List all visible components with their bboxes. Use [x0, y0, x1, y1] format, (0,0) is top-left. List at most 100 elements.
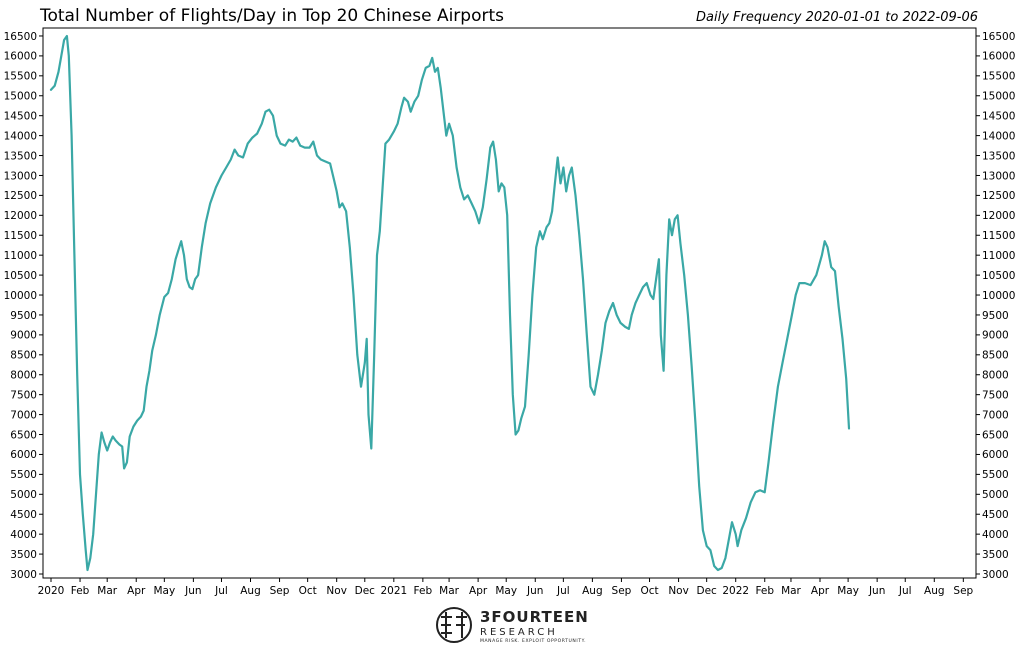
x-tick-label: 2020 — [38, 585, 65, 597]
y-tick-label-right: 9500 — [982, 310, 1009, 322]
logo-tagline: MANAGE RISK. EXPLOIT OPPORTUNITY. — [480, 638, 586, 644]
x-tick-label: Aug — [924, 585, 945, 597]
x-tick-label: Jul — [898, 585, 912, 597]
brand-logo: 3FOURTEEN RESEARCH MANAGE RISK. EXPLOIT … — [436, 607, 589, 644]
y-tick-label: 9500 — [10, 310, 37, 322]
x-tick-label: Apr — [469, 585, 488, 597]
y-tick-label-right: 5000 — [982, 489, 1009, 501]
y-tick-label-right: 4500 — [982, 509, 1009, 521]
y-tick-label: 4000 — [10, 529, 37, 541]
x-tick-label: Jul — [556, 585, 570, 597]
y-tick-label: 12000 — [4, 210, 37, 222]
y-tick-label: 7500 — [10, 389, 37, 401]
y-tick-label: 14000 — [4, 130, 37, 142]
x-tick-label: Sep — [953, 585, 973, 597]
y-tick-label: 15000 — [4, 91, 37, 103]
x-tick-label: Feb — [755, 585, 774, 597]
chart-subtitle: Daily Frequency 2020-01-01 to 2022-09-06 — [696, 10, 978, 25]
y-tick-label: 5500 — [10, 469, 37, 481]
y-tick-label: 14500 — [4, 110, 37, 122]
y-tick-label-right: 4000 — [982, 529, 1009, 541]
y-tick-label: 16000 — [4, 51, 37, 63]
x-axis: 2020 Feb Mar Apr May Jun Jul Aug Sep Oct Nov Dec 202… — [38, 578, 974, 597]
x-tick-label: Jul — [214, 585, 228, 597]
y-tick-label-right: 8000 — [982, 370, 1009, 382]
x-tick-label: Jun — [868, 585, 885, 597]
x-tick-label: Feb — [71, 585, 90, 597]
y-tick-label: 7000 — [10, 409, 37, 421]
series-line-0 — [49, 34, 851, 572]
y-tick-label-right: 15000 — [982, 91, 1015, 103]
x-tick-label: Aug — [582, 585, 603, 597]
y-tick-label-right: 6000 — [982, 449, 1009, 461]
y-tick-label: 11500 — [4, 230, 37, 242]
y-tick-label: 3500 — [10, 549, 37, 561]
y-tick-label-right: 3000 — [982, 569, 1009, 581]
x-tick-label: Feb — [414, 585, 433, 597]
x-tick-label: Dec — [697, 585, 718, 597]
y-tick-label: 8000 — [10, 370, 37, 382]
y-tick-label-right: 12500 — [982, 190, 1015, 202]
y-tick-label: 5000 — [10, 489, 37, 501]
x-tick-label: 2022 — [722, 585, 749, 597]
y-tick-label-right: 14000 — [982, 130, 1015, 142]
y-tick-label: 16500 — [4, 31, 37, 43]
y-tick-label-right: 5500 — [982, 469, 1009, 481]
x-tick-label: Oct — [640, 585, 658, 597]
x-tick-label: Oct — [299, 585, 317, 597]
y-tick-label: 10500 — [4, 270, 37, 282]
y-tick-label: 9000 — [10, 330, 37, 342]
x-tick-label: May — [495, 585, 517, 597]
y-tick-label-right: 10500 — [982, 270, 1015, 282]
x-tick-label: Sep — [270, 585, 290, 597]
logo-emblem-icon — [436, 607, 472, 643]
y-tick-label-right: 16500 — [982, 31, 1015, 43]
x-tick-label: Nov — [668, 585, 689, 597]
plot-frame — [42, 27, 977, 579]
x-tick-label: Dec — [355, 585, 376, 597]
x-tick-label: May — [153, 585, 175, 597]
y-tick-label: 11000 — [4, 250, 37, 262]
x-tick-label: 2021 — [380, 585, 407, 597]
y-tick-label-right: 9000 — [982, 330, 1009, 342]
logo-sub: RESEARCH — [480, 627, 558, 638]
x-tick-label: Mar — [439, 585, 459, 597]
x-tick-label: Jun — [526, 585, 543, 597]
y-tick-label: 8500 — [10, 350, 37, 362]
x-tick-label: Apr — [127, 585, 146, 597]
y-tick-label: 12500 — [4, 190, 37, 202]
y-tick-label-right: 10000 — [982, 290, 1015, 302]
y-tick-label: 6500 — [10, 429, 37, 441]
x-tick-label: Mar — [781, 585, 801, 597]
y-tick-label-right: 8500 — [982, 350, 1009, 362]
y-tick-label-right: 13500 — [982, 150, 1015, 162]
logo-name: 3FOURTEEN — [480, 608, 589, 626]
x-tick-label: Jun — [184, 585, 201, 597]
series-layer — [49, 34, 851, 572]
y-tick-label-right: 11000 — [982, 250, 1015, 262]
y-axis-right: 3000 3500 4000 4500 5000 5500 6000 6500 7000 7500… — [976, 31, 1015, 581]
y-tick-label-right: 11500 — [982, 230, 1015, 242]
y-tick-label-right: 15500 — [982, 71, 1015, 83]
x-tick-label: Mar — [97, 585, 117, 597]
x-tick-label: May — [837, 585, 859, 597]
y-tick-label: 13500 — [4, 150, 37, 162]
y-tick-label-right: 16000 — [982, 51, 1015, 63]
y-tick-label: 3000 — [10, 569, 37, 581]
y-tick-label: 4500 — [10, 509, 37, 521]
y-tick-label: 13000 — [4, 170, 37, 182]
y-tick-label-right: 14500 — [982, 110, 1015, 122]
x-tick-label: Aug — [240, 585, 261, 597]
chart-title: Total Number of Flights/Day in Top 20 Ch… — [39, 6, 504, 26]
y-tick-label: 15500 — [4, 71, 37, 83]
y-tick-label-right: 7000 — [982, 409, 1009, 421]
y-tick-label: 10000 — [4, 290, 37, 302]
y-tick-label-right: 13000 — [982, 170, 1015, 182]
y-tick-label-right: 12000 — [982, 210, 1015, 222]
y-axis-left: 3000 3500 4000 4500 5000 5500 6000 6500 7000 7500… — [4, 31, 43, 581]
y-tick-label-right: 6500 — [982, 429, 1009, 441]
y-tick-label-right: 7500 — [982, 389, 1009, 401]
